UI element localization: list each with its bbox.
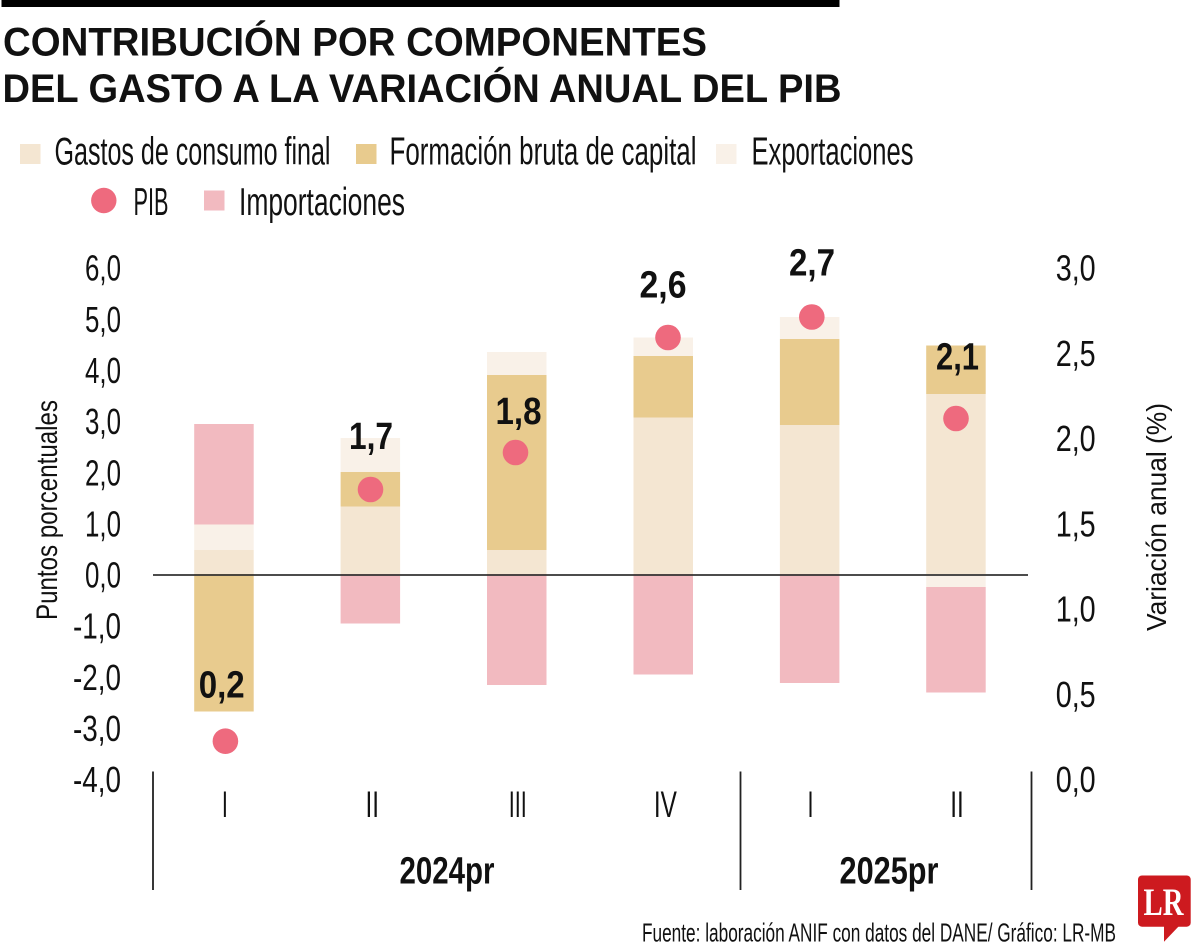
svg-text:Formación bruta de capital: Formación bruta de capital (390, 131, 697, 174)
svg-text:Exportaciones: Exportaciones (752, 131, 914, 174)
svg-text:2,7: 2,7 (789, 243, 835, 285)
svg-text:2024pr: 2024pr (400, 851, 495, 893)
svg-text:IV: IV (654, 783, 677, 825)
svg-text:2,0: 2,0 (1056, 418, 1096, 459)
svg-text:-4,0: -4,0 (73, 759, 121, 800)
svg-text:3,0: 3,0 (85, 401, 121, 442)
svg-text:II: II (366, 783, 380, 825)
svg-text:1,0: 1,0 (1056, 589, 1096, 630)
svg-text:2,1: 2,1 (936, 337, 979, 379)
svg-text:PIB: PIB (134, 181, 169, 224)
svg-text:Variación anual (%): Variación anual (%) (1141, 403, 1172, 631)
svg-text:2,6: 2,6 (640, 265, 687, 307)
svg-text:0,0: 0,0 (1056, 759, 1096, 800)
svg-text:1,8: 1,8 (496, 391, 542, 433)
svg-text:2,5: 2,5 (1056, 333, 1096, 374)
svg-text:5,0: 5,0 (85, 299, 121, 340)
svg-text:-1,0: -1,0 (73, 606, 121, 647)
svg-text:1,7: 1,7 (349, 416, 393, 458)
svg-text:2,0: 2,0 (85, 452, 121, 493)
svg-text:CONTRIBUCIÓN POR COMPONENTES: CONTRIBUCIÓN POR COMPONENTES (3, 20, 707, 64)
svg-text:1,5: 1,5 (1056, 503, 1096, 544)
svg-text:-2,0: -2,0 (73, 657, 121, 698)
svg-text:6,0: 6,0 (85, 248, 121, 289)
svg-text:II: II (950, 783, 964, 825)
svg-text:Importaciones: Importaciones (239, 181, 405, 224)
svg-text:Fuente: laboración ANIF con da: Fuente: laboración ANIF con datos del DA… (642, 918, 1116, 948)
svg-text:Puntos porcentuales: Puntos porcentuales (31, 400, 64, 620)
svg-text:I: I (222, 783, 228, 825)
svg-text:0,0: 0,0 (85, 555, 121, 596)
svg-text:1,0: 1,0 (85, 503, 121, 544)
svg-text:Gastos de consumo final: Gastos de consumo final (55, 131, 331, 174)
svg-text:I: I (808, 783, 814, 825)
svg-text:III: III (509, 783, 527, 825)
svg-text:3,0: 3,0 (1056, 248, 1096, 289)
svg-text:LR: LR (1144, 881, 1185, 924)
svg-text:DEL GASTO A LA VARIACIÓN ANUAL: DEL GASTO A LA VARIACIÓN ANUAL DEL PIB (3, 67, 842, 111)
svg-text:2025pr: 2025pr (840, 851, 939, 893)
svg-text:0,5: 0,5 (1056, 674, 1096, 715)
svg-text:0,2: 0,2 (199, 665, 245, 707)
svg-text:4,0: 4,0 (85, 350, 121, 391)
svg-text:-3,0: -3,0 (73, 708, 121, 749)
